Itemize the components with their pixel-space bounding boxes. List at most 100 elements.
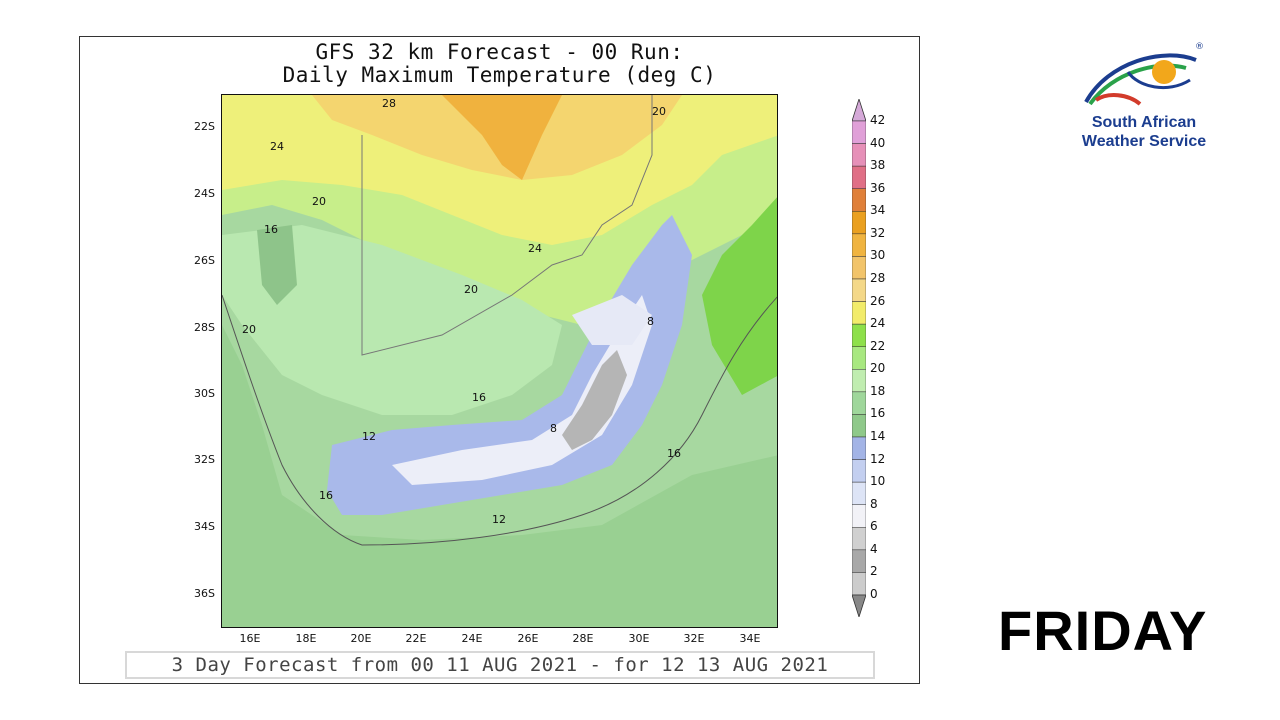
lat-label-34s: 34S [194, 520, 215, 533]
colorbar-label: 22 [870, 338, 886, 353]
colorbar-cell [852, 391, 866, 415]
logo-text-line2: Weather Service [1081, 133, 1207, 150]
interior-field [222, 225, 562, 415]
colorbar-label: 2 [870, 564, 878, 579]
colorbar-cell [852, 278, 866, 302]
colorbar-label: 40 [870, 135, 886, 150]
ocean-south-field [222, 325, 777, 627]
lon-label-30e: 30E [628, 632, 650, 645]
lon-label-24e: 24E [461, 632, 483, 645]
lon-label-16e: 16E [239, 632, 261, 645]
colorbar-cell [852, 233, 866, 257]
temperature-colorbar [852, 99, 866, 617]
contour-label: 24 [270, 140, 284, 153]
colorbar-cell [852, 414, 866, 438]
contour-label: 16 [472, 391, 486, 404]
colorbar-cell [852, 301, 866, 325]
colorbar-label: 0 [870, 587, 878, 601]
logo-swoosh-red [1094, 93, 1142, 106]
temperature-map: 28 20 24 20 16 24 20 20 8 16 12 8 16 16 … [221, 94, 778, 628]
logo-swoosh-green [1088, 63, 1187, 106]
colorbar-cell [852, 120, 866, 144]
logo-swoosh-blue [1084, 53, 1197, 103]
colorbar-cell [852, 256, 866, 280]
logo-sun [1152, 60, 1176, 84]
lat-label-32s: 32S [194, 453, 215, 466]
lat-label-24s: 24S [194, 187, 215, 200]
lon-label-28e: 28E [572, 632, 594, 645]
coastline [222, 294, 777, 546]
west-cool-patch [257, 225, 297, 305]
east-green-field [702, 197, 777, 395]
contour-label: 12 [362, 430, 376, 443]
colorbar-cell [852, 188, 866, 212]
contour-label: 20 [312, 195, 326, 208]
colorbar-top-arrow [852, 99, 866, 122]
colorbar-label: 12 [870, 451, 886, 466]
colorbar-cell [852, 165, 866, 189]
registered-mark: ® [1195, 42, 1204, 52]
colorbar-cell [852, 481, 866, 505]
cold-band-field [327, 215, 692, 515]
colorbar-cell [852, 549, 866, 573]
orange-field [442, 95, 562, 180]
colorbar-cell [852, 572, 866, 596]
colorbar-cell [852, 346, 866, 370]
contour-label: 20 [464, 283, 478, 296]
contour-label: 20 [652, 105, 666, 118]
colorbar-cell [852, 436, 866, 460]
colorbar-cell [852, 211, 866, 235]
colorbar-cell [852, 504, 866, 528]
colorbar-label: 38 [870, 158, 886, 173]
forecast-footer: 3 Day Forecast from 00 11 AUG 2021 - for… [125, 651, 875, 679]
colorbar-label: 6 [870, 519, 878, 534]
colorbar-label: 4 [870, 541, 878, 556]
lon-label-18e: 18E [295, 632, 317, 645]
colorbar-label: 42 [870, 113, 886, 127]
colorbar-label: 34 [870, 203, 886, 218]
contour-label: 12 [492, 513, 506, 526]
colorbar-label: 8 [870, 496, 878, 511]
saws-logo [1084, 53, 1197, 106]
colorbar-label: 28 [870, 271, 886, 285]
colorbar-cell [852, 459, 866, 483]
lon-label-20e: 20E [350, 632, 372, 645]
day-label: FRIDAY [998, 599, 1208, 662]
contour-label: 20 [242, 323, 256, 336]
lon-label-22e: 22E [405, 632, 427, 645]
lon-label-32e: 32E [683, 632, 705, 645]
highveld-white-field [572, 295, 652, 345]
contour-label: 16 [319, 489, 333, 502]
colorbar-cell [852, 143, 866, 167]
lat-label-28s: 28S [194, 321, 215, 334]
colorbar-cell [852, 323, 866, 347]
colorbar-label: 32 [870, 225, 886, 240]
map-title-line2: Daily Maximum Temperature (deg C) [282, 63, 717, 87]
logo-text-line1: South African [1091, 114, 1197, 131]
lon-label-26e: 26E [517, 632, 539, 645]
logo-swoosh-inner [1126, 71, 1191, 89]
colorbar-label: 36 [870, 180, 886, 195]
colorbar-label: 30 [870, 248, 886, 263]
colorbar-label: 16 [870, 406, 886, 421]
contour-label: 8 [647, 315, 654, 328]
contour-label: 24 [528, 242, 542, 255]
lat-label-30s: 30S [194, 387, 215, 400]
contour-label: 8 [550, 422, 557, 435]
colorbar-cell [852, 369, 866, 393]
lat-label-36s: 36S [194, 587, 215, 600]
colorbar-label: 18 [870, 383, 886, 398]
colorbar-label: 10 [870, 474, 886, 489]
contour-label: 28 [382, 97, 396, 110]
map-title-line1: GFS 32 km Forecast - 00 Run: [315, 40, 684, 64]
lat-label-22s: 22S [194, 120, 215, 133]
contour-label: 16 [264, 223, 278, 236]
lon-label-34e: 34E [739, 632, 761, 645]
forecast-panel: GFS 32 km Forecast - 00 Run: Daily Maxim… [79, 36, 920, 684]
lat-label-26s: 26S [194, 254, 215, 267]
colorbar-cell [852, 527, 866, 551]
colorbar-label: 26 [870, 293, 886, 308]
coldest-grey-field [562, 350, 627, 450]
colorbar-bottom-arrow [852, 594, 866, 617]
colorbar-label: 24 [870, 316, 886, 331]
